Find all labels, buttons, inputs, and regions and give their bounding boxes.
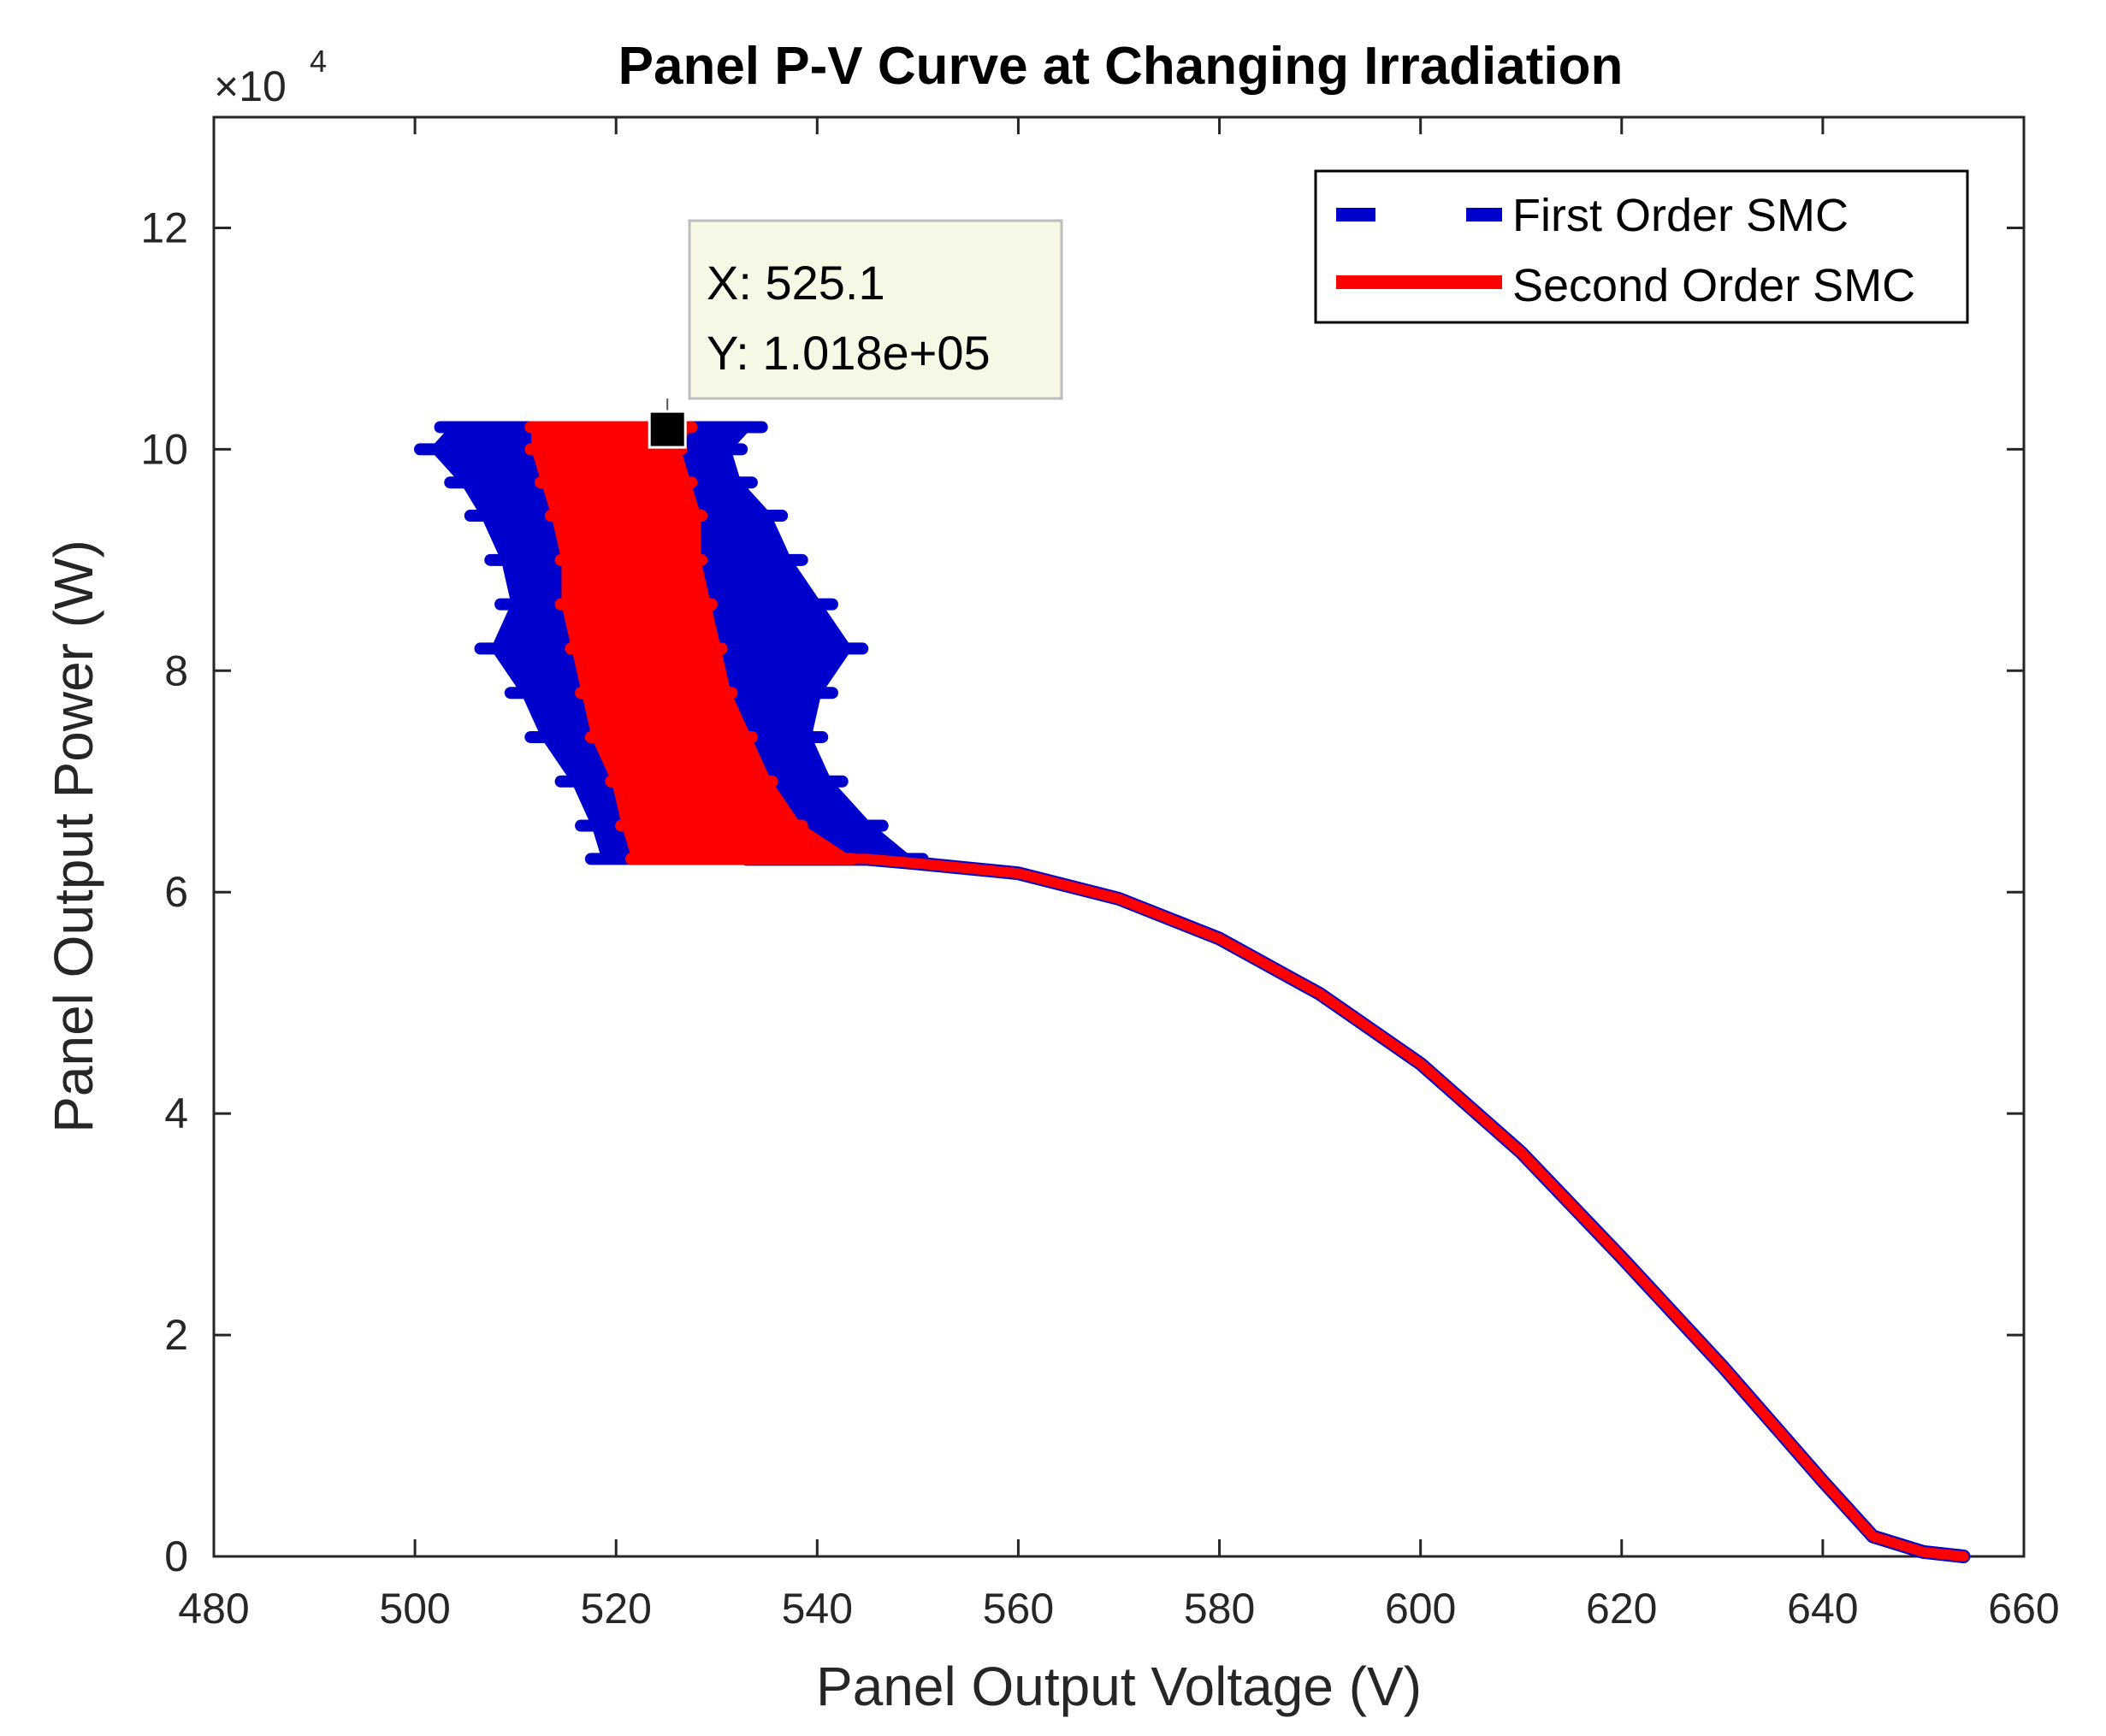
datatip-box [688,219,1063,400]
curve-second-order-smc [742,853,1969,1562]
x-tick-label: 600 [1385,1585,1456,1633]
y-tick-label: 6 [164,868,188,916]
y-tick-label: 4 [164,1089,188,1137]
x-tick-label: 500 [379,1585,450,1633]
x-tick-label: 560 [983,1585,1054,1633]
x-axis-label: Panel Output Voltage (V) [816,1656,1422,1717]
datatip[interactable]: X: 525.1 Y: 1.018e+05 [648,219,1063,449]
legend-box [1314,169,1969,324]
y-tick-label: 10 [140,425,188,473]
legend: First Order SMC Second Order SMC [1314,169,1969,324]
ticks-layer: 480 500 520 540 560 580 600 620 640 660 0 2 4 6 8 10 12 [140,117,2060,1633]
legend-label-first-order-smc: First Order SMC [1512,190,1849,241]
y-tick-label: 12 [140,204,188,251]
plot-area: 480 500 520 540 560 580 600 620 640 660 0 2 4 6 8 10 12 [140,115,2060,1633]
y-exponent: ×10 4 [214,44,327,110]
y-tick-label: 2 [164,1311,188,1359]
y-axis-label: Panel Output Power (W) [43,540,104,1133]
y-exponent-power: 4 [310,44,327,79]
x-tick-label: 580 [1184,1585,1255,1633]
axes-box [212,115,2026,1558]
data-layer [413,421,1971,1563]
x-tick-label: 640 [1787,1585,1858,1633]
x-tick-label: 660 [1988,1585,2059,1633]
datatip-y-text: Y: 1.018e+05 [707,326,991,380]
x-tick-label: 620 [1586,1585,1657,1633]
y-exponent-base: ×10 [214,62,287,110]
x-tick-label: 520 [581,1585,652,1633]
x-tick-label: 540 [782,1585,853,1633]
datatip-x-text: X: 525.1 [707,256,885,310]
y-tick-label: 0 [164,1532,188,1580]
chart-title: Panel P-V Curve at Changing Irradiation [618,37,1624,96]
x-tick-label: 480 [178,1585,249,1633]
y-tick-label: 8 [164,647,188,694]
legend-label-second-order-smc: Second Order SMC [1512,260,1915,311]
datatip-marker[interactable] [648,410,687,449]
